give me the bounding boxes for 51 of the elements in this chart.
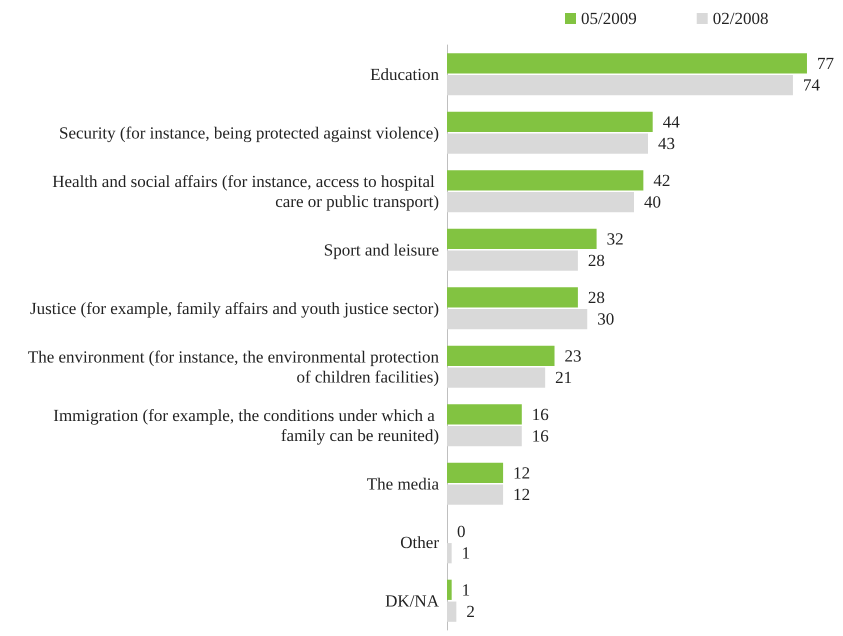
y-tick-label: The environment (for instance, the environmental protection of children facilities) (28, 347, 440, 386)
y-tick-label: Sport and leisure (324, 240, 439, 260)
bar (447, 192, 634, 212)
data-label: 77 (816, 54, 834, 73)
bar (447, 426, 522, 446)
y-tick-label: Immigration (for example, the conditions under which a family can be reunited) (53, 406, 439, 445)
data-label: 44 (662, 112, 680, 132)
data-label: 32 (606, 229, 624, 248)
data-label: 43 (658, 134, 676, 154)
bar (447, 602, 456, 622)
legend-label: 02/2008 (712, 9, 768, 28)
bar (447, 170, 644, 190)
y-tick-label: DK/NA (385, 591, 440, 610)
bar (447, 404, 522, 424)
data-label: 2 (466, 602, 475, 622)
bar (447, 134, 648, 154)
data-label: 12 (513, 485, 530, 504)
y-tick-label: Justice (for example, family affairs and youth justice sector) (30, 298, 439, 318)
data-label: 1 (462, 580, 470, 600)
data-label: 40 (644, 192, 661, 212)
data-label: 23 (564, 346, 582, 366)
y-tick-label: Security (for instance, being protected against violence) (59, 123, 439, 142)
data-label: 28 (588, 251, 605, 270)
y-tick-label: The media (366, 474, 440, 494)
legend-label: 05/2009 (581, 9, 637, 28)
bar (447, 287, 578, 308)
bar (447, 580, 452, 600)
y-tick-label: Other (400, 532, 440, 552)
data-label: 42 (653, 170, 670, 190)
data-label: 1 (462, 544, 470, 563)
y-tick-label: Health and social affairs (for instance, access to hospital care or public transport) (52, 172, 439, 211)
data-label: 28 (588, 288, 605, 307)
data-label: 16 (532, 404, 549, 424)
data-label: 0 (457, 522, 466, 541)
bar (447, 543, 452, 564)
data-label: 30 (597, 310, 614, 329)
data-label: 12 (513, 463, 530, 482)
bar (447, 228, 597, 249)
bar (447, 309, 588, 330)
bar (447, 462, 504, 483)
bar (447, 484, 504, 505)
bar (447, 368, 546, 388)
bar (447, 346, 555, 366)
data-label: 21 (555, 368, 572, 388)
data-label: 16 (532, 426, 549, 446)
bar (447, 75, 793, 96)
bar (447, 112, 653, 132)
bar (447, 250, 578, 271)
data-label: 74 (802, 76, 820, 95)
y-tick-label: Education (370, 64, 440, 84)
bar (447, 53, 807, 74)
